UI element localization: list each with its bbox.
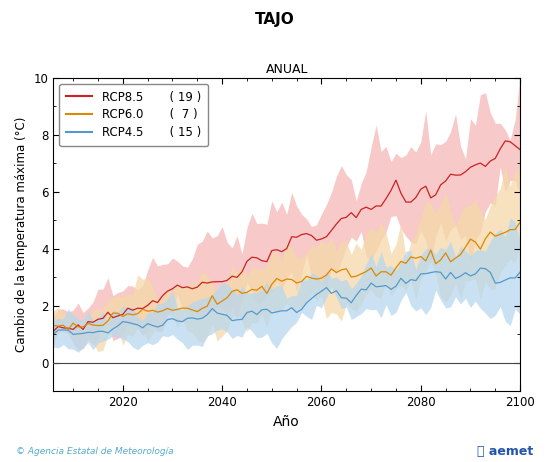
Legend: RCP8.5       ( 19 ), RCP6.0       (  7 ), RCP4.5       ( 15 ): RCP8.5 ( 19 ), RCP6.0 ( 7 ), RCP4.5 ( 15… (59, 84, 208, 146)
Text: © Agencia Estatal de Meteorología: © Agencia Estatal de Meteorología (16, 448, 174, 456)
Text: TAJO: TAJO (255, 12, 295, 26)
Title: ANUAL: ANUAL (266, 63, 308, 77)
Y-axis label: Cambio de la temperatura máxima (°C): Cambio de la temperatura máxima (°C) (15, 117, 28, 352)
Text: Ⓐ aemet: Ⓐ aemet (477, 445, 534, 458)
X-axis label: Año: Año (273, 414, 300, 429)
